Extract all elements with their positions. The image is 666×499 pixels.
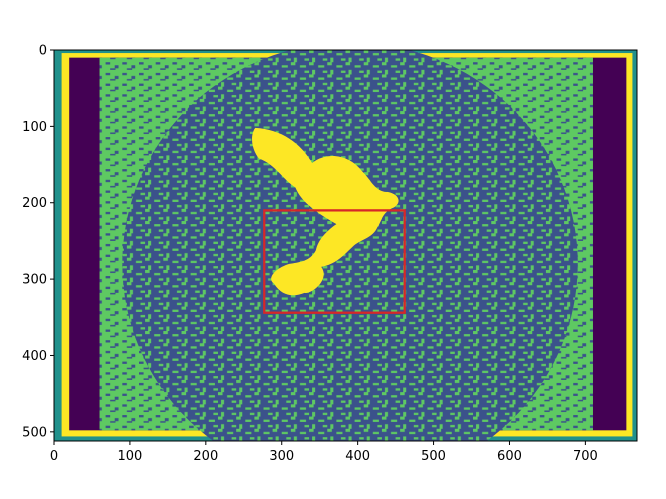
y-tick-label: 400 — [22, 349, 47, 364]
x-tick-label: 400 — [345, 449, 370, 464]
plot-area — [54, 50, 637, 442]
y-axis: 0 100 200 300 400 500 — [22, 44, 54, 440]
x-tick-label: 300 — [269, 449, 294, 464]
x-tick-label: 500 — [421, 449, 446, 464]
x-tick-label: 100 — [117, 449, 142, 464]
x-tick-label: 200 — [193, 449, 218, 464]
y-tick-label: 500 — [22, 425, 47, 440]
y-tick-label: 200 — [22, 196, 47, 211]
axes-frame — [53, 49, 638, 442]
y-tick-label: 100 — [22, 120, 47, 135]
y-tick-label: 300 — [22, 273, 47, 288]
y-tick-label: 0 — [39, 44, 47, 59]
dove-shape — [252, 127, 399, 296]
x-axis: 0 100 200 300 400 500 600 700 — [50, 441, 598, 464]
x-tick-label: 0 — [50, 449, 58, 464]
blue-texture-region — [122, 50, 578, 442]
x-tick-label: 600 — [497, 449, 522, 464]
x-tick-label: 700 — [573, 449, 598, 464]
highlight-rectangle — [263, 209, 406, 314]
chart-marks — [263, 209, 406, 314]
